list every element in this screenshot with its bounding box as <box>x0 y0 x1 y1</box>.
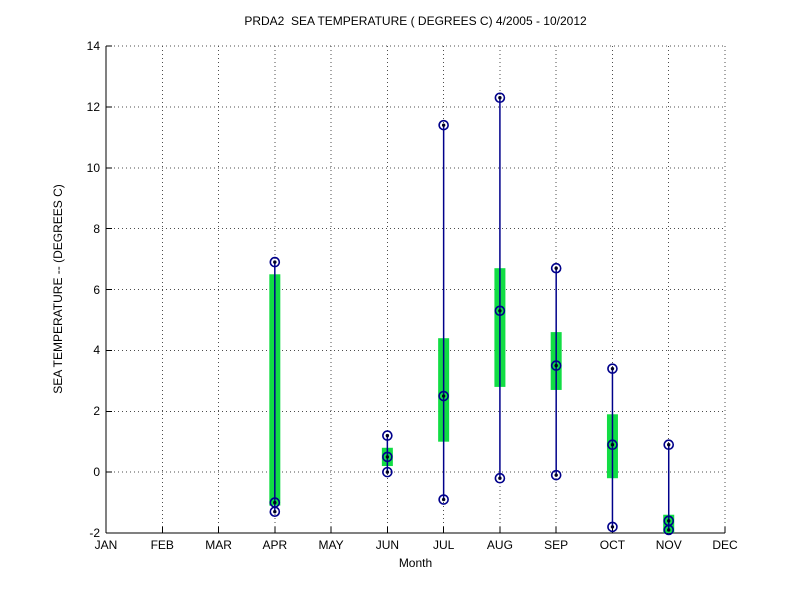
max-marker-aug <box>494 92 506 104</box>
y-tick-label-6: 6 <box>93 282 100 297</box>
max-marker-jul-dot <box>441 123 446 127</box>
mean-marker-jun <box>382 451 393 463</box>
min-marker-apr <box>269 506 281 517</box>
x-tick-label-jul: JUL <box>432 538 455 552</box>
max-marker-nov-dot <box>667 443 671 447</box>
y-tick-label--2: -2 <box>89 526 100 540</box>
mean-marker-sep <box>550 360 562 371</box>
min-marker-nov-dot <box>667 528 671 532</box>
max-marker-oct <box>607 363 618 374</box>
max-marker-sep <box>550 262 562 274</box>
x-tick-label-nov: NOV <box>655 538 682 552</box>
mean-marker-sep-dot <box>554 363 558 368</box>
max-marker-sep-dot <box>554 266 558 270</box>
y-tick-label-10: 10 <box>86 160 100 175</box>
mean-marker-jul <box>438 390 449 402</box>
min-marker-nov <box>663 524 675 536</box>
x-tick-label-sep: SEP <box>544 538 569 552</box>
mean-marker-jun-dot <box>385 455 390 459</box>
max-marker-nov <box>663 439 675 451</box>
min-marker-jul-dot <box>441 497 446 502</box>
mean-marker-aug <box>494 305 506 317</box>
x-tick-label-may: MAY <box>318 538 344 552</box>
max-marker-apr-dot <box>273 260 277 264</box>
y-tick-label-4: 4 <box>93 343 100 358</box>
mean-marker-nov-dot <box>667 519 671 523</box>
y-tick-label-2: 2 <box>93 404 100 419</box>
min-marker-aug-dot <box>498 476 502 480</box>
x-tick-label-mar: MAR <box>205 538 232 552</box>
x-tick-label-aug: AUG <box>486 538 513 552</box>
min-marker-oct <box>607 521 618 533</box>
y-tick-label-12: 12 <box>86 99 100 114</box>
min-marker-jul <box>438 494 449 505</box>
mean-marker-apr-dot <box>273 500 277 505</box>
mean-marker-jul-dot <box>441 394 446 398</box>
x-tick-label-feb: FEB <box>150 538 174 552</box>
x-tick-label-jan: JAN <box>94 538 118 552</box>
mean-marker-aug-dot <box>498 309 502 313</box>
x-tick-label-dec: DEC <box>712 538 738 552</box>
min-marker-aug <box>494 472 506 484</box>
min-marker-sep <box>550 469 562 481</box>
max-marker-apr <box>269 256 281 268</box>
max-marker-jun-dot <box>385 433 390 438</box>
x-tick-label-jun: JUN <box>375 538 400 552</box>
min-marker-jun <box>382 466 393 478</box>
mean-marker-oct-dot <box>610 443 615 447</box>
x-axis-label: Month <box>398 556 433 570</box>
min-marker-oct-dot <box>610 525 615 529</box>
max-marker-oct-dot <box>610 366 615 371</box>
x-tick-label-oct: OCT <box>599 538 626 552</box>
mean-marker-oct <box>607 439 618 451</box>
max-marker-jun <box>382 430 393 441</box>
min-marker-sep-dot <box>554 473 558 477</box>
y-tick-label-0: 0 <box>93 465 100 480</box>
max-marker-aug-dot <box>498 96 502 100</box>
y-tick-label-14: 14 <box>86 39 100 53</box>
chart-title: PRDA2 SEA TEMPERATURE ( DEGREES C) 4/200… <box>244 14 587 28</box>
y-tick-label-8: 8 <box>93 221 100 236</box>
max-marker-jul <box>438 119 449 131</box>
x-tick-label-apr: APR <box>262 538 288 552</box>
min-marker-apr-dot <box>273 509 277 514</box>
min-marker-jun-dot <box>385 470 390 474</box>
